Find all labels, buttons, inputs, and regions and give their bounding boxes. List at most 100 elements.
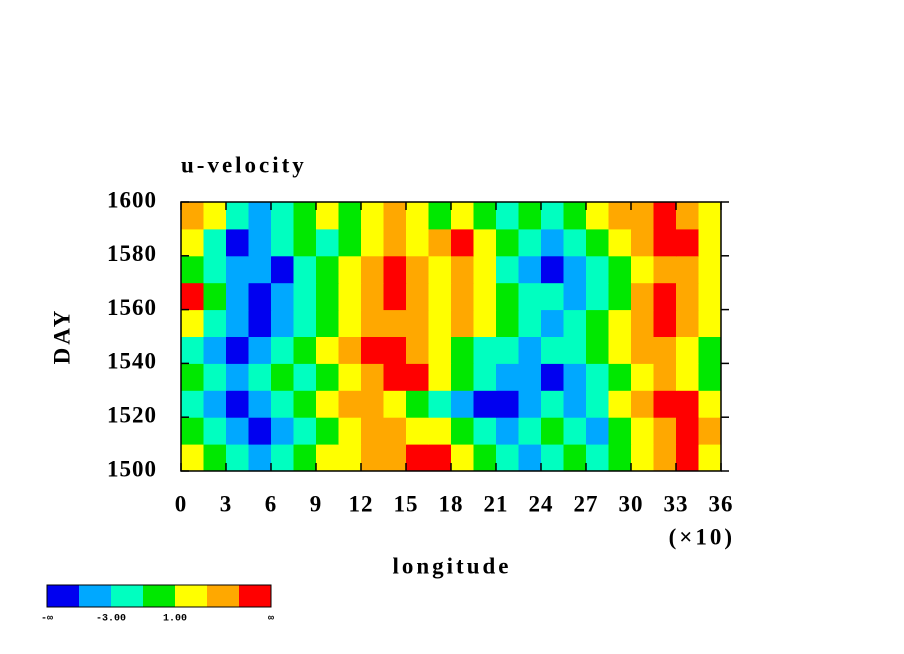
field-cell [226, 282, 249, 311]
field-cell [451, 282, 474, 311]
field-cell [248, 282, 272, 311]
field-cell [271, 390, 294, 418]
x-tick-label: 3 [220, 491, 233, 516]
field-cell [698, 417, 722, 445]
field-cell [361, 309, 384, 337]
field-cell [428, 282, 452, 311]
field-cell [406, 390, 429, 418]
field-cell [631, 282, 654, 311]
field-cell [338, 417, 362, 445]
field-cell [608, 363, 632, 391]
x-tick-label: 24 [529, 491, 554, 516]
field-cell [631, 417, 654, 445]
field-cell [473, 202, 497, 230]
field-cell [631, 255, 654, 284]
field-cell [676, 309, 699, 337]
field-cell [383, 309, 407, 337]
field-cell [271, 255, 294, 284]
field-cell [428, 363, 452, 391]
field-cell [518, 417, 542, 445]
field-cell [676, 363, 699, 391]
field-cell [586, 417, 609, 445]
colorbar-label: 1.00 [163, 614, 187, 625]
field-cell [451, 417, 474, 445]
field-cell [451, 390, 474, 418]
field-cell [698, 444, 722, 472]
colorbar-swatch [175, 585, 207, 607]
field-cell [361, 390, 384, 418]
field-cell [518, 255, 542, 284]
field-cell [518, 202, 542, 230]
field-cell [406, 282, 429, 311]
field-cell [541, 255, 564, 284]
field-cell [181, 255, 204, 284]
field-cell [518, 282, 542, 311]
field-cell [473, 390, 497, 418]
field-cell [608, 417, 632, 445]
field-cell [383, 417, 407, 445]
field-cell [586, 282, 609, 311]
field-cell [203, 282, 227, 311]
field-cell [428, 309, 452, 337]
field-cell [451, 228, 474, 257]
field-cell [653, 417, 677, 445]
field-cell [248, 336, 272, 364]
field-cell [316, 390, 339, 418]
field-cell [406, 255, 429, 284]
colorbar-swatch [143, 585, 175, 607]
field-cell [226, 390, 249, 418]
x-tick-label: 0 [175, 491, 188, 516]
field-cell [563, 228, 587, 257]
field-cell [586, 336, 609, 364]
field-cell [338, 282, 362, 311]
x-tick-label: 30 [619, 491, 644, 516]
colorbar-swatch [47, 585, 79, 607]
colorbar-label: -∞ [41, 614, 53, 625]
field-cell [361, 255, 384, 284]
field-cell [653, 282, 677, 311]
colorbar-label: -3.00 [96, 614, 126, 625]
field-cell [181, 363, 204, 391]
field-cell [631, 228, 654, 257]
field-cell [563, 444, 587, 472]
x-tick-label: 21 [484, 491, 509, 516]
y-tick-label: 1500 [107, 456, 157, 481]
colorbar-swatch [207, 585, 239, 607]
field-cell [563, 390, 587, 418]
field-cell [248, 363, 272, 391]
field-cell [428, 444, 452, 472]
field-cell [203, 309, 227, 337]
colorbar-frame [46, 584, 272, 608]
field-cell [271, 202, 294, 230]
field-cell [383, 255, 407, 284]
field-cell [698, 309, 722, 337]
field-cell [406, 228, 429, 257]
field-cell [226, 417, 249, 445]
field-cell [653, 309, 677, 337]
x-tick-label: 6 [265, 491, 278, 516]
field-cell [226, 228, 249, 257]
field-cell [676, 202, 699, 230]
field-cell [293, 228, 317, 257]
field-cell [428, 202, 452, 230]
field-cell [181, 417, 204, 445]
field-cell [451, 363, 474, 391]
field-cell [293, 417, 317, 445]
field-cell [383, 336, 407, 364]
field-cell [608, 390, 632, 418]
field-cell [496, 336, 519, 364]
field-cell [518, 309, 542, 337]
colorbar-swatch [111, 585, 143, 607]
field-cell [226, 309, 249, 337]
field-cell [608, 336, 632, 364]
field-cell [428, 336, 452, 364]
field-cell [631, 202, 654, 230]
field-cell [698, 255, 722, 284]
field-cell [293, 255, 317, 284]
field-cell [496, 309, 519, 337]
field-cell [316, 282, 339, 311]
field-cell [676, 336, 699, 364]
field-cell [406, 336, 429, 364]
field-cell [226, 444, 249, 472]
field-cell [473, 255, 497, 284]
